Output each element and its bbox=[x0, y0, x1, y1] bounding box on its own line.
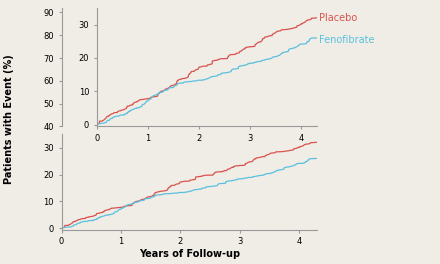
Text: Placebo: Placebo bbox=[319, 13, 358, 23]
X-axis label: Years of Follow-up: Years of Follow-up bbox=[139, 249, 240, 259]
Text: Patients with Event (%): Patients with Event (%) bbox=[4, 54, 15, 184]
Text: Fenofibrate: Fenofibrate bbox=[319, 35, 375, 45]
